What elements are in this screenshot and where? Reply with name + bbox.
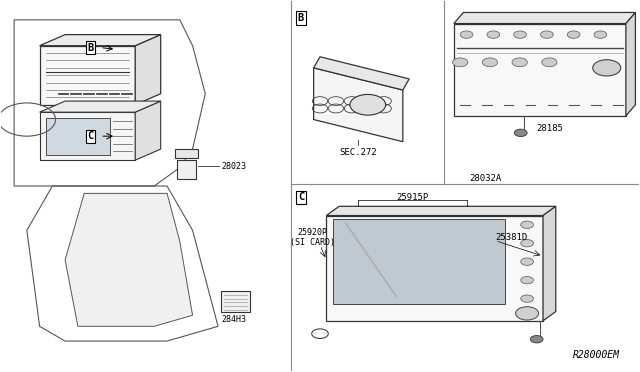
Polygon shape bbox=[326, 206, 556, 215]
Polygon shape bbox=[46, 118, 109, 155]
Text: C: C bbox=[88, 131, 93, 141]
Polygon shape bbox=[454, 13, 636, 23]
Circle shape bbox=[516, 307, 539, 320]
Circle shape bbox=[521, 258, 534, 265]
Text: 28032A: 28032A bbox=[470, 174, 502, 183]
Polygon shape bbox=[65, 193, 193, 326]
Text: 25381D: 25381D bbox=[495, 233, 527, 242]
Polygon shape bbox=[40, 101, 161, 112]
Text: 25920P
(SI CARD): 25920P (SI CARD) bbox=[290, 228, 335, 247]
Polygon shape bbox=[333, 219, 505, 304]
Polygon shape bbox=[177, 160, 196, 179]
Polygon shape bbox=[135, 101, 161, 160]
Circle shape bbox=[521, 295, 534, 302]
Circle shape bbox=[567, 31, 580, 38]
Text: 28023: 28023 bbox=[221, 162, 246, 171]
Circle shape bbox=[540, 31, 553, 38]
Polygon shape bbox=[221, 291, 250, 311]
Polygon shape bbox=[326, 215, 543, 321]
Circle shape bbox=[521, 240, 534, 247]
Circle shape bbox=[521, 276, 534, 284]
Circle shape bbox=[521, 221, 534, 228]
Circle shape bbox=[531, 336, 543, 343]
Text: 25915P: 25915P bbox=[396, 193, 429, 202]
Polygon shape bbox=[40, 35, 161, 46]
Polygon shape bbox=[543, 206, 556, 321]
Circle shape bbox=[483, 58, 497, 67]
Text: 284H3: 284H3 bbox=[221, 315, 246, 324]
Polygon shape bbox=[626, 13, 636, 116]
Circle shape bbox=[487, 31, 500, 38]
Text: 28185: 28185 bbox=[537, 124, 564, 133]
Circle shape bbox=[512, 58, 527, 67]
Polygon shape bbox=[454, 23, 626, 116]
Polygon shape bbox=[135, 35, 161, 105]
Text: C: C bbox=[298, 192, 304, 202]
Text: B: B bbox=[88, 42, 93, 52]
Polygon shape bbox=[40, 46, 135, 105]
Circle shape bbox=[350, 94, 386, 115]
Circle shape bbox=[460, 31, 473, 38]
Polygon shape bbox=[40, 112, 135, 160]
Circle shape bbox=[515, 129, 527, 137]
Text: B: B bbox=[298, 13, 304, 23]
Circle shape bbox=[452, 58, 468, 67]
Polygon shape bbox=[175, 149, 198, 158]
Circle shape bbox=[514, 31, 527, 38]
Text: R28000EM: R28000EM bbox=[573, 350, 620, 359]
Circle shape bbox=[541, 58, 557, 67]
Text: SEC.272: SEC.272 bbox=[339, 148, 377, 157]
Polygon shape bbox=[314, 57, 409, 90]
Polygon shape bbox=[314, 68, 403, 142]
Circle shape bbox=[594, 31, 607, 38]
Circle shape bbox=[593, 60, 621, 76]
